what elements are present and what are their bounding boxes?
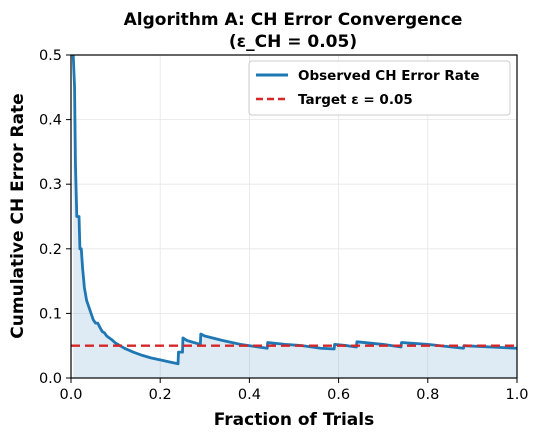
plot-frame: [70, 54, 518, 379]
legend-box: [248, 60, 511, 116]
y-tick-label: 0.1: [39, 306, 62, 322]
y-axis-label: Cumulative CH Error Rate: [8, 93, 28, 338]
x-tick-label: 0.0: [59, 387, 82, 403]
y-tick-label: 0.0: [39, 371, 62, 387]
x-axis-label: Fraction of Trials: [214, 410, 374, 430]
chart-title-line2: (ε_CH = 0.05): [229, 32, 357, 52]
x-tick-label: 1.0: [505, 387, 528, 403]
y-tick-label: 0.4: [39, 113, 62, 129]
y-tick-label: 0.5: [39, 48, 62, 64]
x-tick-label: 0.2: [149, 387, 172, 403]
y-tick-label: 0.2: [39, 242, 62, 258]
x-tick-label: 0.6: [327, 387, 350, 403]
legend-label-target: Target ε = 0.05: [298, 92, 413, 108]
y-tick-label: 0.3: [39, 177, 62, 193]
legend-label-observed: Observed CH Error Rate: [298, 68, 480, 84]
legend: Observed CH Error Rate Target ε = 0.05: [248, 60, 511, 116]
x-tick-label: 0.8: [416, 387, 439, 403]
chart-title-line1: Algorithm A: CH Error Convergence: [124, 10, 463, 30]
x-tick-label: 0.4: [238, 387, 261, 403]
series-layer: [71, 54, 518, 366]
ticks: 0.0 0.2 0.4 0.6 0.8 1.0 0.0 0.1 0.2 0.3 0.4 0.5: [39, 48, 529, 403]
